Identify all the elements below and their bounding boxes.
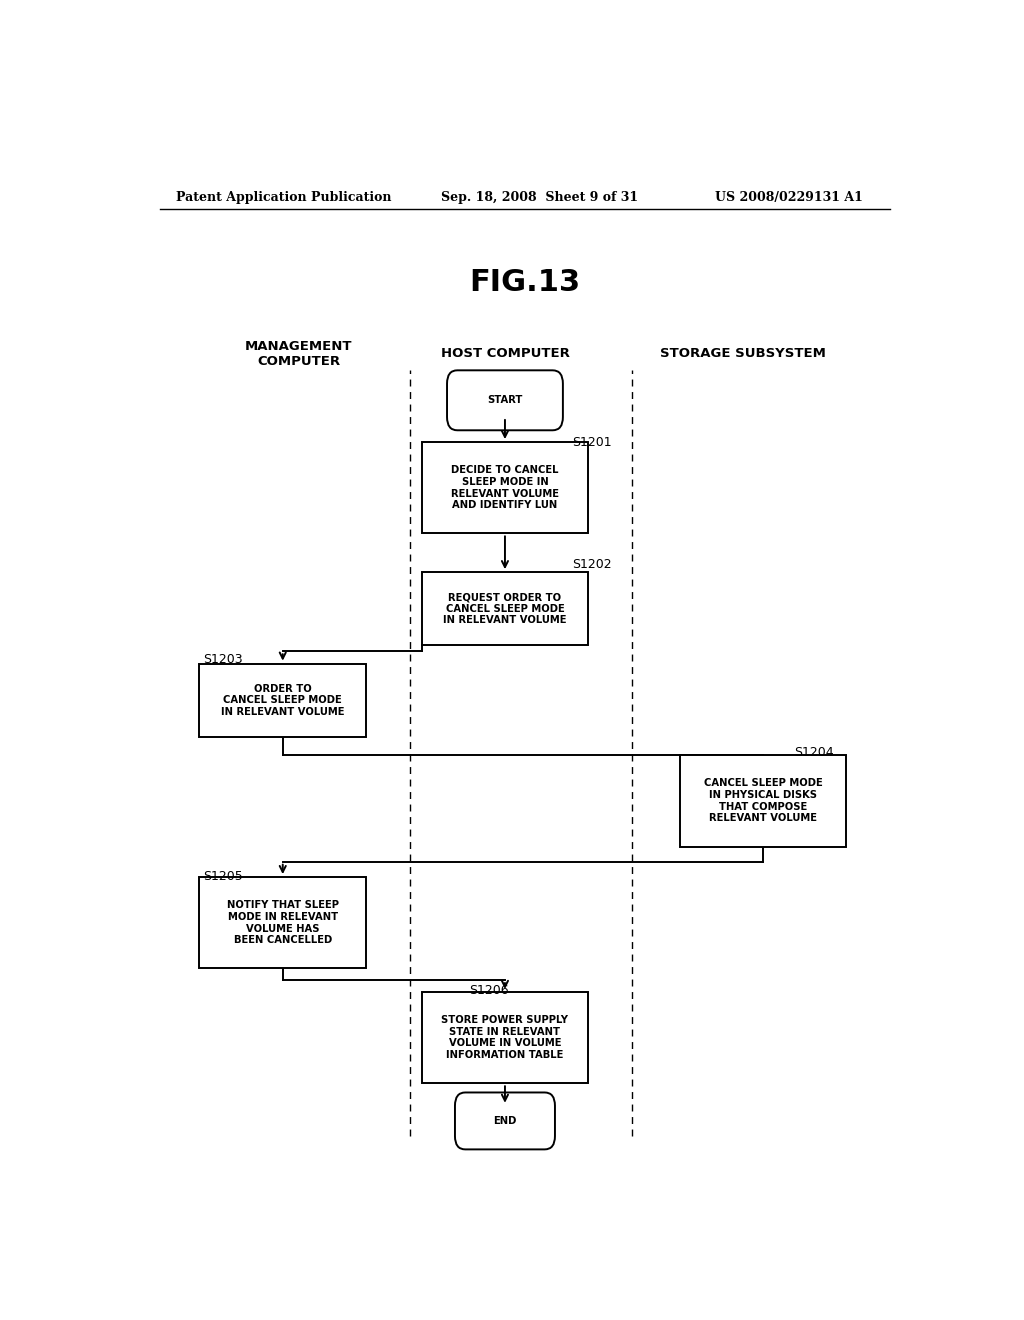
- Text: MANAGEMENT
COMPUTER: MANAGEMENT COMPUTER: [245, 339, 352, 367]
- Text: S1206: S1206: [469, 983, 509, 997]
- Text: Sep. 18, 2008  Sheet 9 of 31: Sep. 18, 2008 Sheet 9 of 31: [441, 190, 639, 203]
- Text: S1201: S1201: [572, 436, 612, 449]
- Text: NOTIFY THAT SLEEP
MODE IN RELEVANT
VOLUME HAS
BEEN CANCELLED: NOTIFY THAT SLEEP MODE IN RELEVANT VOLUM…: [226, 900, 339, 945]
- Text: S1204: S1204: [795, 746, 835, 759]
- Bar: [200, 664, 367, 737]
- Text: HOST COMPUTER: HOST COMPUTER: [440, 347, 569, 360]
- Bar: [422, 442, 588, 533]
- Text: STORAGE SUBSYSTEM: STORAGE SUBSYSTEM: [660, 347, 826, 360]
- Text: S1202: S1202: [572, 558, 612, 570]
- Bar: [422, 991, 588, 1084]
- Text: REQUEST ORDER TO
CANCEL SLEEP MODE
IN RELEVANT VOLUME: REQUEST ORDER TO CANCEL SLEEP MODE IN RE…: [443, 593, 566, 626]
- FancyBboxPatch shape: [447, 371, 563, 430]
- FancyBboxPatch shape: [455, 1093, 555, 1150]
- Text: S1203: S1203: [204, 653, 243, 667]
- Text: S1205: S1205: [204, 870, 243, 883]
- Text: END: END: [494, 1115, 517, 1126]
- Text: DECIDE TO CANCEL
SLEEP MODE IN
RELEVANT VOLUME
AND IDENTIFY LUN: DECIDE TO CANCEL SLEEP MODE IN RELEVANT …: [451, 466, 559, 510]
- Text: START: START: [487, 395, 522, 405]
- Text: ORDER TO
CANCEL SLEEP MODE
IN RELEVANT VOLUME: ORDER TO CANCEL SLEEP MODE IN RELEVANT V…: [221, 684, 344, 717]
- Text: US 2008/0229131 A1: US 2008/0229131 A1: [715, 190, 863, 203]
- Bar: [200, 876, 367, 969]
- Text: CANCEL SLEEP MODE
IN PHYSICAL DISKS
THAT COMPOSE
RELEVANT VOLUME: CANCEL SLEEP MODE IN PHYSICAL DISKS THAT…: [703, 779, 822, 824]
- Bar: [422, 572, 588, 645]
- Text: STORE POWER SUPPLY
STATE IN RELEVANT
VOLUME IN VOLUME
INFORMATION TABLE: STORE POWER SUPPLY STATE IN RELEVANT VOL…: [441, 1015, 568, 1060]
- Text: Patent Application Publication: Patent Application Publication: [176, 190, 391, 203]
- Text: FIG.13: FIG.13: [469, 268, 581, 297]
- Bar: [680, 755, 846, 846]
